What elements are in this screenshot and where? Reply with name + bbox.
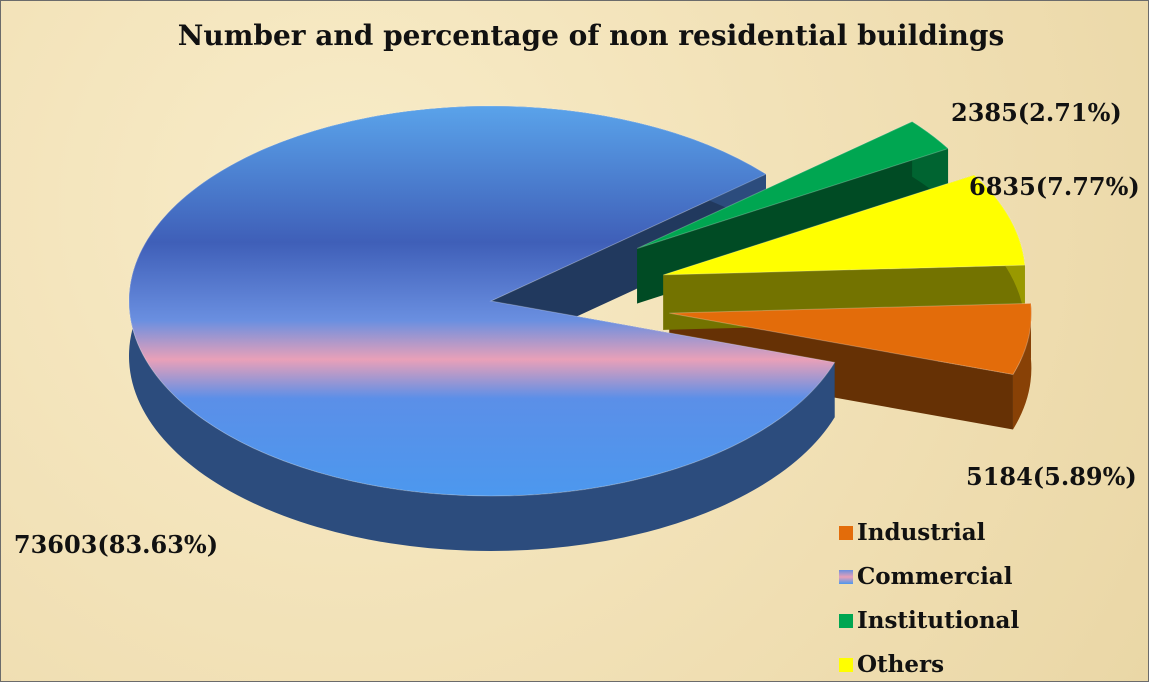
slice <box>669 302 1032 376</box>
data-label: 5184(5.89%) <box>966 462 1137 491</box>
slice-wall <box>1012 303 1032 430</box>
legend-swatch <box>839 525 853 540</box>
slice-side <box>669 313 1013 430</box>
legend-item: Commercial <box>839 563 1012 590</box>
legend-label: Commercial <box>857 563 1013 590</box>
slice <box>636 121 950 249</box>
chart-title: Number and percentage of non residential… <box>177 19 1005 52</box>
data-label: 73603(83.63%) <box>13 530 219 559</box>
data-label: 6835(7.77%) <box>969 172 1140 201</box>
legend-label: Industrial <box>857 519 986 546</box>
legend-swatch <box>839 657 853 672</box>
legend-item: Industrial <box>839 519 985 546</box>
legend-swatch <box>839 569 853 584</box>
legend-item: Institutional <box>839 607 1019 634</box>
legend-swatch <box>839 613 853 628</box>
slice-side <box>491 174 766 356</box>
legend-item: Others <box>839 651 944 678</box>
slice <box>128 105 836 497</box>
slice <box>663 174 1026 276</box>
data-label: 2385(2.71%) <box>951 98 1122 127</box>
legend-label: Others <box>857 651 945 678</box>
legend-label: Institutional <box>857 607 1020 634</box>
